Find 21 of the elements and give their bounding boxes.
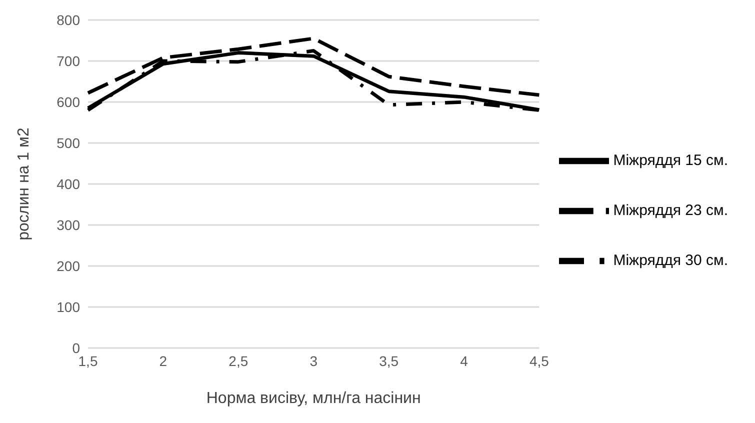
x-tick-label: 1,5 — [78, 352, 98, 369]
x-tick-label: 3 — [310, 352, 318, 369]
y-tick-label: 400 — [56, 176, 80, 192]
y-tick-label: 100 — [56, 298, 80, 315]
x-tick-label: 2,5 — [228, 352, 248, 369]
x-tick-label: 4 — [460, 352, 468, 369]
x-tick-label: 3,5 — [379, 352, 399, 369]
y-tick-label: 200 — [56, 258, 80, 274]
legend-label: Міжряддя 30 см. — [613, 251, 728, 268]
x-tick-label: 2 — [159, 352, 168, 369]
y-tick-label: 500 — [56, 134, 80, 151]
y-tick-label: 0 — [72, 340, 80, 356]
y-tick-label: 300 — [56, 216, 80, 233]
y-tick-label: 700 — [56, 52, 80, 69]
y-tick-label: 800 — [56, 12, 80, 28]
legend-label: Міжряддя 15 см. — [613, 151, 728, 168]
x-axis-title: Норма висіву, млн/га насінин — [206, 390, 421, 407]
y-tick-label: 600 — [56, 94, 80, 110]
y-axis-title: рослин на 1 м2 — [16, 128, 33, 240]
x-tick-label: 4,5 — [529, 352, 550, 369]
legend-label: Міжряддя 23 см. — [613, 201, 728, 218]
